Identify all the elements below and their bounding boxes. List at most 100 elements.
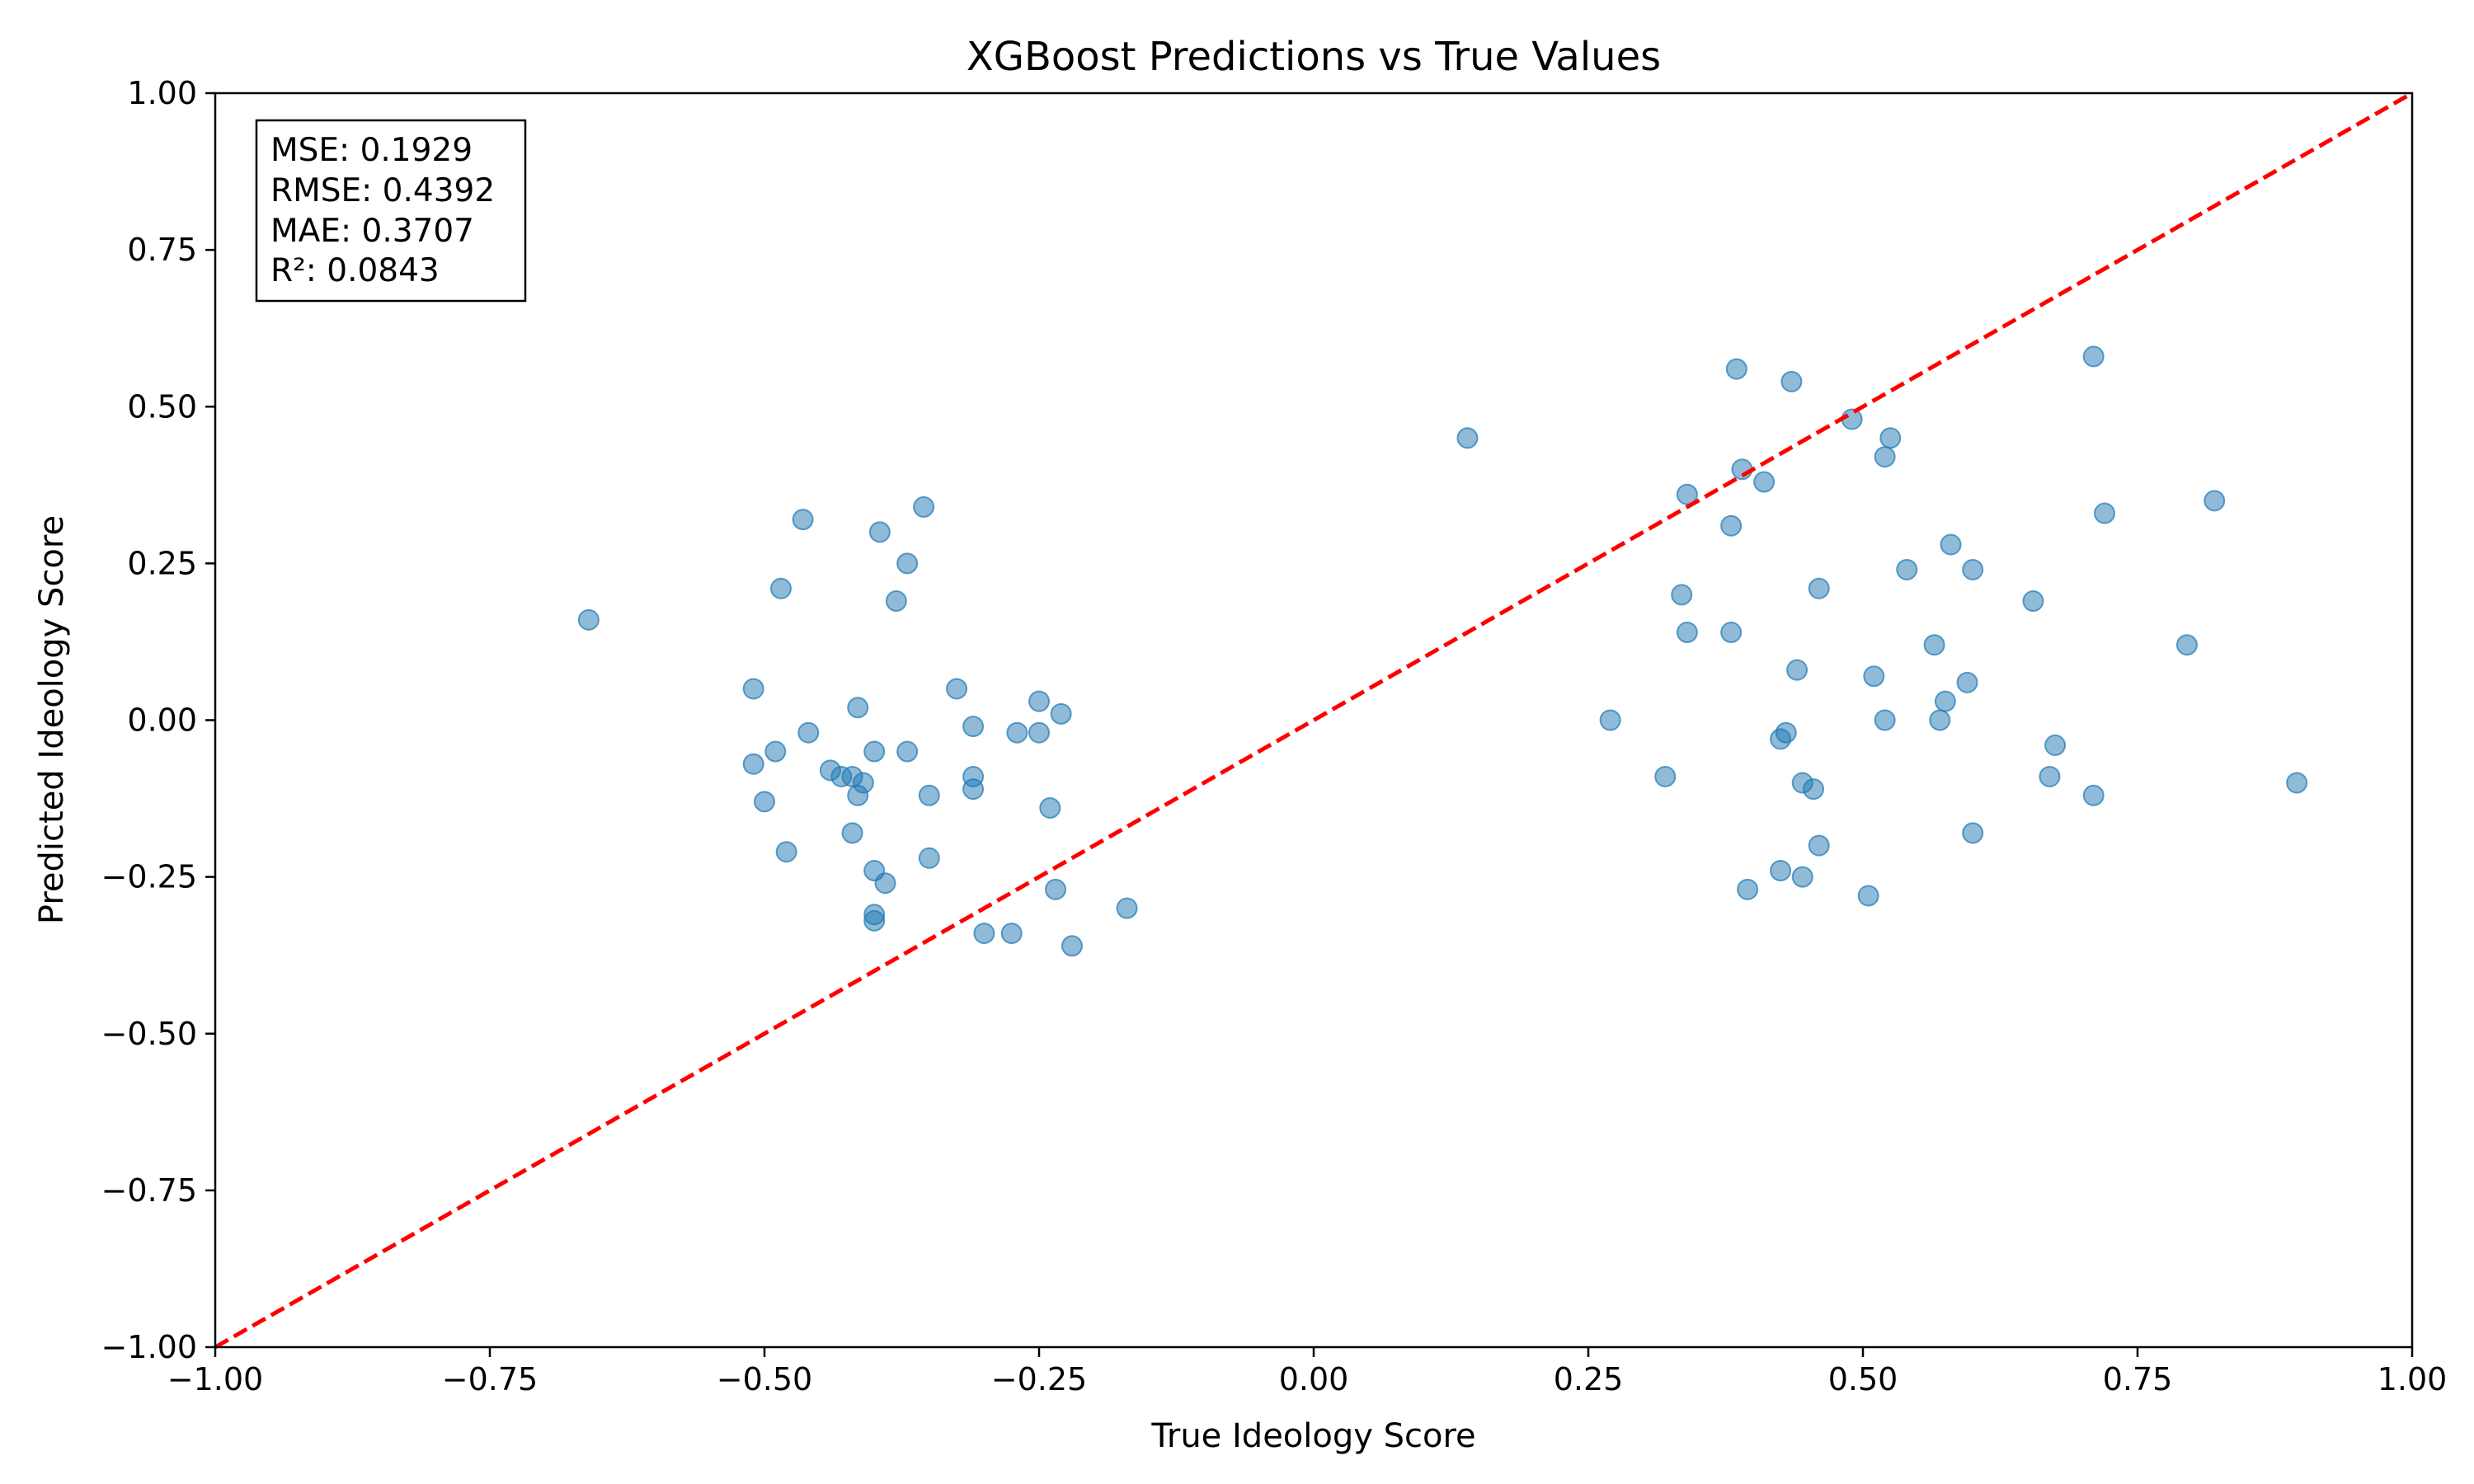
scatter-point-41: [1116, 897, 1138, 919]
scatter-point-58: [1786, 659, 1808, 681]
scatter-point-43: [1599, 709, 1621, 731]
scatter-point-56: [1775, 721, 1797, 744]
scatter-point-24: [896, 740, 919, 763]
scatter-point-27: [918, 847, 940, 869]
scatter-point-85: [2204, 490, 2226, 512]
scatter-point-21: [874, 872, 896, 895]
scatter-point-48: [1720, 514, 1743, 537]
x-tick-label: 0.75: [2103, 1361, 2173, 1397]
scatter-point-6: [775, 841, 797, 863]
x-tick-label: −1.00: [167, 1361, 263, 1397]
stat-r2: R²: 0.0843: [270, 252, 440, 289]
plot-area: [214, 91, 2414, 1350]
scatter-point-31: [962, 778, 985, 801]
scatter-point-40: [1061, 935, 1083, 957]
scatter-point-19: [863, 909, 886, 932]
scatter-point-33: [1006, 721, 1028, 744]
scatter-point-65: [1857, 885, 1879, 907]
y-tick-label: 1.00: [127, 75, 197, 111]
stat-rmse: RMSE: 0.4392: [270, 172, 495, 209]
scatter-point-39: [1050, 702, 1072, 725]
scatter-point-11: [841, 822, 863, 844]
scatter-point-16: [863, 740, 886, 763]
x-tick-label: −0.25: [991, 1361, 1087, 1397]
scatter-point-26: [918, 784, 940, 806]
scatter-point-32: [973, 923, 995, 945]
x-tick-label: 0.25: [1554, 1361, 1624, 1397]
scatter-point-62: [1808, 834, 1830, 857]
scatter-point-49: [1720, 622, 1743, 644]
scatter-point-73: [1934, 690, 1956, 712]
scatter-point-28: [946, 678, 968, 700]
x-tick-label: −0.75: [442, 1361, 538, 1397]
scatter-point-45: [1671, 584, 1693, 606]
scatter-point-13: [847, 697, 869, 719]
y-axis: −1.00 −0.75 −0.50 −0.25 0.00 0.25 0.50 0.75 1.00: [101, 75, 215, 1365]
scatter-point-84: [2175, 634, 2198, 656]
stats-box: MSE: 0.1929 RMSE: 0.4392 MAE: 0.3707 R²:…: [255, 119, 527, 303]
x-axis-label: True Ideology Score: [1150, 1417, 1475, 1455]
scatter-point-66: [1863, 665, 1885, 688]
scatter-point-34: [1000, 923, 1023, 945]
y-tick-label: 0.00: [127, 702, 197, 739]
x-tick-label: −0.50: [717, 1361, 812, 1397]
y-tick-label: −0.50: [101, 1016, 197, 1052]
scatter-point-4: [764, 740, 787, 763]
scatter-point-80: [2044, 734, 2067, 756]
y-axis-label: Predicted Ideology Score: [33, 515, 71, 924]
scatter-point-0: [577, 608, 600, 631]
scatter-point-52: [1737, 878, 1759, 900]
x-tick-label: 1.00: [2378, 1361, 2448, 1397]
y-tick-label: −0.25: [101, 859, 197, 895]
scatter-point-3: [754, 791, 775, 813]
scatter-point-69: [1879, 427, 1902, 449]
scatter-point-42: [1456, 427, 1479, 449]
scatter-point-61: [1803, 778, 1825, 801]
scatter-point-60: [1791, 866, 1813, 888]
scatter-point-74: [1940, 533, 1962, 556]
scatter-point-44: [1654, 765, 1677, 787]
y-tick-label: 0.50: [127, 388, 197, 425]
scatter-point-20: [868, 521, 891, 543]
scatter-point-82: [2082, 784, 2105, 806]
scatter-point-83: [2094, 502, 2116, 524]
y-tick-label: 0.75: [127, 232, 197, 268]
scatter-point-77: [1962, 822, 1984, 844]
scatter-point-22: [885, 590, 907, 613]
stat-mae: MAE: 0.3707: [270, 213, 474, 250]
stat-mse: MSE: 0.1929: [270, 132, 473, 169]
stats-box-frame: [255, 119, 527, 303]
scatter-point-70: [1896, 558, 1918, 580]
scatter-point-50: [1725, 358, 1747, 380]
scatter-point-36: [1028, 721, 1050, 744]
scatter-point-25: [913, 495, 935, 518]
chart-title: XGBoost Predictions vs True Values: [967, 34, 1661, 80]
scatter-point-47: [1676, 483, 1698, 505]
scatter-point-63: [1808, 577, 1830, 599]
scatter-point-76: [1962, 558, 1984, 580]
scatter-point-81: [2082, 345, 2105, 368]
scatter-point-29: [962, 716, 985, 738]
scatter-point-57: [1780, 370, 1803, 392]
scatter-point-78: [2022, 590, 2044, 613]
scatter-point-5: [769, 577, 792, 599]
x-tick-label: 0.50: [1828, 1361, 1898, 1397]
scatter-point-79: [2039, 765, 2061, 787]
scatter-point-46: [1676, 622, 1698, 644]
scatter-point-86: [2286, 772, 2308, 794]
reference-line: [214, 91, 2414, 1350]
scatter-point-71: [1923, 634, 1945, 656]
scatter-point-7: [792, 509, 814, 531]
scatter-point-1: [742, 678, 764, 700]
scatter-point-75: [1956, 671, 1978, 693]
scatter-point-8: [797, 721, 820, 744]
x-tick-label: 0.00: [1279, 1361, 1349, 1397]
scatter-point-72: [1929, 709, 1951, 731]
scatter-point-67: [1874, 446, 1896, 468]
scatter-point-54: [1770, 860, 1792, 882]
scatter-point-53: [1753, 471, 1776, 493]
scatter-point-35: [1028, 690, 1050, 712]
scatter-point-38: [1044, 878, 1066, 900]
scatter-point-15: [852, 772, 874, 794]
